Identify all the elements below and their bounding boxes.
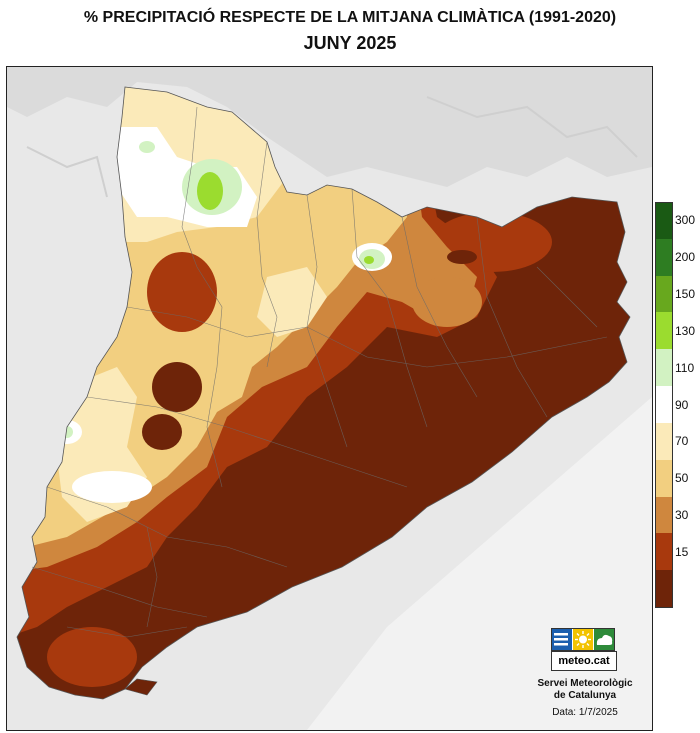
- map-subtitle: JUNY 2025: [303, 33, 397, 53]
- legend-swatch: [655, 202, 673, 240]
- organization-name-line2: de Catalunya: [553, 690, 617, 701]
- legend-label: 150: [675, 287, 696, 302]
- map-title: % PRECIPITACIÓ RESPECTE DE LA MITJANA CL…: [83, 9, 617, 26]
- legend-swatch: [655, 496, 673, 534]
- legend-label: 110: [675, 360, 695, 375]
- ebre-delta: [124, 678, 158, 696]
- legend-label: 90: [675, 397, 689, 412]
- legend-label: 300: [675, 213, 696, 228]
- organization-name-line1: Servei Meteorològic: [537, 678, 633, 689]
- legend-swatch: [655, 312, 673, 350]
- legend-swatch: [655, 238, 673, 276]
- legend-label: 30: [675, 507, 689, 522]
- pyrenees-relief: [7, 67, 652, 187]
- legend-label: 200: [675, 250, 696, 265]
- legend-swatch: [655, 533, 673, 571]
- meteocat-logo: [551, 628, 615, 651]
- county-boundaries: [31, 106, 608, 638]
- map-panel: [6, 66, 653, 731]
- precipitation-map: [7, 67, 652, 730]
- map-date: Data: 1/7/2025: [552, 707, 618, 718]
- legend-label: 15: [675, 544, 689, 559]
- legend-label: 130: [675, 323, 696, 338]
- legend-swatch: [655, 422, 673, 460]
- legend-swatch: [655, 459, 673, 497]
- logo-text: meteo.cat: [551, 651, 617, 671]
- legend-swatch: [655, 386, 673, 423]
- legend-swatch: [655, 570, 673, 608]
- legend: 300 200 150 130 110 90 70 50 30 15: [655, 202, 700, 608]
- legend-label: 70: [675, 434, 689, 449]
- legend-swatch: [655, 275, 673, 313]
- legend-label: 50: [675, 471, 689, 486]
- legend-swatch: [655, 349, 673, 387]
- catalonia-outline: [16, 86, 631, 700]
